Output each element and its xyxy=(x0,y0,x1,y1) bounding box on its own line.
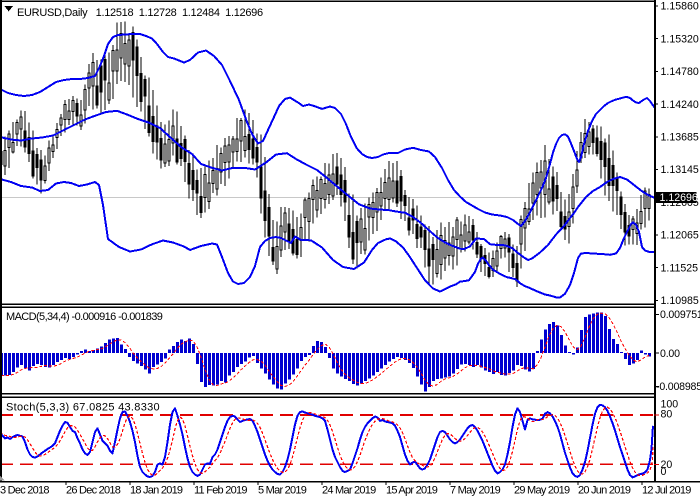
svg-text:Stoch(5,3,3) 67.0825 43.8330: Stoch(5,3,3) 67.0825 43.8330 xyxy=(6,402,160,414)
svg-text:1.15860: 1.15860 xyxy=(661,1,699,13)
svg-text:1.12696: 1.12696 xyxy=(660,192,698,204)
svg-text:1.13685: 1.13685 xyxy=(661,132,699,144)
svg-text:1.10985: 1.10985 xyxy=(661,295,699,307)
svg-text:29 May 2019: 29 May 2019 xyxy=(514,485,570,497)
svg-text:0.009751: 0.009751 xyxy=(660,309,700,321)
svg-text:5 Mar 2019: 5 Mar 2019 xyxy=(258,485,307,497)
svg-text:24 Mar 2019: 24 Mar 2019 xyxy=(322,485,376,497)
svg-text:0.00: 0.00 xyxy=(660,348,680,360)
svg-text:100: 100 xyxy=(661,398,679,410)
svg-text:20: 20 xyxy=(661,459,673,471)
svg-text:1.15320: 1.15320 xyxy=(661,33,699,45)
svg-text:1.12065: 1.12065 xyxy=(661,230,699,242)
svg-text:0: 0 xyxy=(661,466,667,478)
svg-text:11 Feb 2019: 11 Feb 2019 xyxy=(194,485,247,497)
svg-text:-0.008985: -0.008985 xyxy=(656,381,700,393)
svg-text:1.13145: 1.13145 xyxy=(661,164,699,176)
svg-text:12 Jul 2019: 12 Jul 2019 xyxy=(642,485,691,497)
svg-text:EURUSD,Daily 1.12518 1.1272: EURUSD,Daily 1.12518 1.12728 1.12484 1.1… xyxy=(17,7,263,19)
svg-text:1.11525: 1.11525 xyxy=(661,262,699,274)
svg-text:1.14780: 1.14780 xyxy=(661,66,699,78)
svg-text:26 Dec 2018: 26 Dec 2018 xyxy=(66,485,121,497)
svg-text:1.14240: 1.14240 xyxy=(661,99,699,111)
svg-text:20 Jun 2019: 20 Jun 2019 xyxy=(578,485,631,497)
svg-text:18 Jan 2019: 18 Jan 2019 xyxy=(130,485,183,497)
svg-text:MACD(5,34,4) -0.000916 -0.0018: MACD(5,34,4) -0.000916 -0.001839 xyxy=(6,311,163,323)
svg-text:15 Apr 2019: 15 Apr 2019 xyxy=(386,485,438,497)
svg-text:80: 80 xyxy=(661,409,673,421)
svg-text:3 Dec 2018: 3 Dec 2018 xyxy=(0,485,49,497)
svg-text:7 May 2019: 7 May 2019 xyxy=(450,485,501,497)
